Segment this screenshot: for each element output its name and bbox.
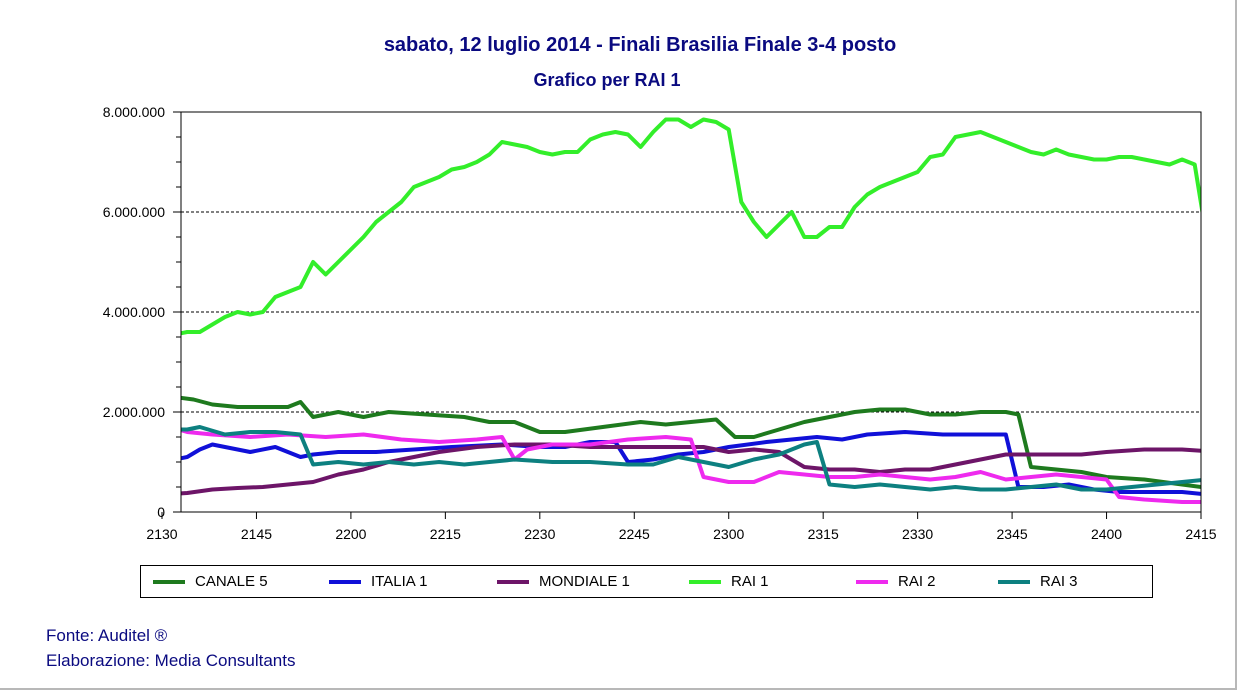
x-tick-label: 2215: [430, 526, 461, 542]
legend-label: CANALE 5: [195, 573, 268, 590]
series-line-canale-5: [181, 395, 1201, 490]
series-line-rai-2: [181, 428, 1201, 504]
legend-label: RAI 2: [898, 573, 936, 590]
y-tick-label: 8.000.000: [103, 104, 165, 120]
legend-swatch: [329, 579, 361, 584]
legend-swatch: [689, 579, 721, 584]
legend-item: RAI 1: [689, 566, 769, 597]
x-tick-label: 2345: [997, 526, 1028, 542]
chart-title: sabato, 12 luglio 2014 - Finali Brasilia…: [383, 34, 897, 56]
x-tick-label: 2200: [335, 526, 366, 542]
x-tick-label: 2230: [524, 526, 555, 542]
legend-label: MONDIALE 1: [539, 573, 630, 590]
legend-item: RAI 3: [998, 566, 1078, 597]
y-tick-label: 0: [157, 504, 165, 520]
x-tick-label: 2415: [1185, 526, 1216, 542]
series-lines: [181, 117, 1201, 504]
y-tick-label: 4.000.000: [103, 304, 165, 320]
legend-swatch: [998, 579, 1030, 584]
series-line-italia-1: [181, 430, 1201, 496]
legend-label: RAI 3: [1040, 573, 1078, 590]
legend-item: MONDIALE 1: [497, 566, 630, 597]
x-tick-label: 2130: [146, 526, 177, 542]
legend-item: ITALIA 1: [329, 566, 427, 597]
legend-swatch: [856, 579, 888, 584]
x-tick-label: 2400: [1091, 526, 1122, 542]
x-tick-label: 2315: [808, 526, 839, 542]
y-tick-label: 2.000.000: [103, 404, 165, 420]
grid: [181, 211, 1201, 413]
series-line-mondiale-1: [181, 442, 1201, 496]
series-line-rai-1: [181, 117, 1201, 336]
x-tick-label: 2145: [241, 526, 272, 542]
x-tick-label: 2300: [713, 526, 744, 542]
x-tick-label: 2245: [619, 526, 650, 542]
series-line-rai-3: [181, 425, 1201, 492]
x-tick-label: 2330: [902, 526, 933, 542]
legend-item: CANALE 5: [153, 566, 268, 597]
legend: CANALE 5 ITALIA 1 MONDIALE 1 RAI 1 RAI 2 RAI …: [140, 565, 1153, 598]
footer-source: Fonte: Auditel ®: [46, 626, 168, 645]
legend-label: ITALIA 1: [371, 573, 428, 590]
footer-processing: Elaborazione: Media Consultants: [46, 651, 296, 670]
axes: 0 2.000.000 4.000.000 6.000.000 8.000.000 213…: [103, 104, 1217, 542]
y-tick-label: 6.000.000: [103, 204, 165, 220]
chart-subtitle: Grafico per RAI 1: [533, 70, 681, 90]
legend-swatch: [497, 579, 529, 584]
legend-label: RAI 1: [731, 573, 769, 590]
legend-item: RAI 2: [856, 566, 936, 597]
legend-swatch: [153, 579, 185, 584]
